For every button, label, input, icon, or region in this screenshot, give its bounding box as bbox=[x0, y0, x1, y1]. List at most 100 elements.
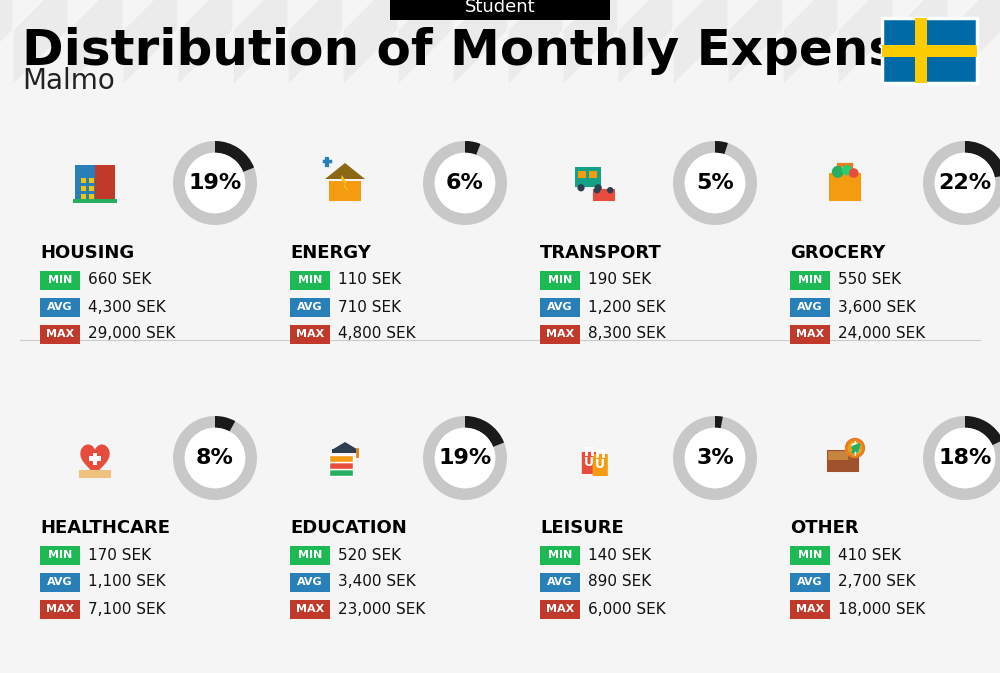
Wedge shape bbox=[715, 141, 728, 154]
FancyBboxPatch shape bbox=[790, 573, 830, 592]
Circle shape bbox=[185, 153, 245, 213]
Text: 4,800 SEK: 4,800 SEK bbox=[338, 326, 416, 341]
Bar bbox=[915, 18, 927, 83]
Text: 170 SEK: 170 SEK bbox=[88, 548, 151, 563]
FancyBboxPatch shape bbox=[828, 451, 848, 460]
Circle shape bbox=[577, 184, 585, 191]
Circle shape bbox=[685, 153, 745, 213]
Text: MAX: MAX bbox=[546, 329, 574, 339]
Text: AVG: AVG bbox=[797, 577, 823, 587]
FancyBboxPatch shape bbox=[329, 462, 353, 469]
Circle shape bbox=[185, 153, 245, 213]
Text: 4,300 SEK: 4,300 SEK bbox=[88, 299, 166, 314]
Wedge shape bbox=[465, 416, 504, 447]
Text: 23,000 SEK: 23,000 SEK bbox=[338, 602, 425, 616]
Text: Distribution of Monthly Expenses: Distribution of Monthly Expenses bbox=[22, 27, 962, 75]
FancyBboxPatch shape bbox=[790, 324, 830, 343]
Text: TRANSPORT: TRANSPORT bbox=[540, 244, 662, 262]
Circle shape bbox=[185, 428, 245, 488]
FancyBboxPatch shape bbox=[790, 600, 830, 618]
Text: Student: Student bbox=[465, 0, 535, 17]
Wedge shape bbox=[715, 416, 723, 428]
Bar bbox=[329, 181, 361, 201]
Wedge shape bbox=[673, 141, 757, 225]
FancyBboxPatch shape bbox=[290, 600, 330, 618]
Text: MIN: MIN bbox=[798, 550, 822, 560]
Circle shape bbox=[685, 428, 745, 488]
Text: MIN: MIN bbox=[48, 550, 72, 560]
FancyBboxPatch shape bbox=[582, 452, 597, 474]
FancyBboxPatch shape bbox=[290, 546, 330, 565]
Text: LEISURE: LEISURE bbox=[540, 519, 624, 537]
FancyBboxPatch shape bbox=[290, 573, 330, 592]
Bar bbox=[89, 186, 94, 191]
Bar bbox=[81, 194, 86, 199]
Text: 520 SEK: 520 SEK bbox=[338, 548, 401, 563]
Circle shape bbox=[594, 187, 600, 193]
Bar bbox=[89, 194, 94, 199]
Text: MAX: MAX bbox=[546, 604, 574, 614]
Text: MAX: MAX bbox=[796, 329, 824, 339]
Text: MIN: MIN bbox=[298, 550, 322, 560]
Text: AVG: AVG bbox=[47, 577, 73, 587]
Bar bbox=[89, 178, 94, 183]
Text: MAX: MAX bbox=[296, 604, 324, 614]
Bar bbox=[95, 165, 115, 201]
Text: MIN: MIN bbox=[798, 275, 822, 285]
FancyBboxPatch shape bbox=[329, 455, 353, 462]
FancyBboxPatch shape bbox=[593, 189, 615, 201]
Text: 890 SEK: 890 SEK bbox=[588, 575, 651, 590]
Text: 8%: 8% bbox=[196, 448, 234, 468]
Text: AVG: AVG bbox=[47, 302, 73, 312]
Text: MIN: MIN bbox=[48, 275, 72, 285]
FancyBboxPatch shape bbox=[575, 167, 601, 187]
Circle shape bbox=[849, 168, 859, 178]
Text: 2,700 SEK: 2,700 SEK bbox=[838, 575, 916, 590]
Text: $: $ bbox=[850, 441, 860, 456]
FancyBboxPatch shape bbox=[540, 600, 580, 618]
Text: 18,000 SEK: 18,000 SEK bbox=[838, 602, 925, 616]
Text: MIN: MIN bbox=[298, 275, 322, 285]
Bar bbox=[332, 449, 358, 453]
Text: AVG: AVG bbox=[297, 302, 323, 312]
Bar bbox=[589, 171, 597, 178]
Text: 1,100 SEK: 1,100 SEK bbox=[88, 575, 166, 590]
Text: EDUCATION: EDUCATION bbox=[290, 519, 407, 537]
Text: 190 SEK: 190 SEK bbox=[588, 273, 651, 287]
Text: MAX: MAX bbox=[46, 604, 74, 614]
Circle shape bbox=[435, 428, 495, 488]
Polygon shape bbox=[325, 163, 365, 179]
Text: 18%: 18% bbox=[938, 448, 992, 468]
Bar bbox=[81, 178, 86, 183]
FancyBboxPatch shape bbox=[290, 271, 330, 289]
Circle shape bbox=[935, 428, 995, 488]
FancyBboxPatch shape bbox=[290, 297, 330, 316]
FancyBboxPatch shape bbox=[790, 297, 830, 316]
Text: 6,000 SEK: 6,000 SEK bbox=[588, 602, 666, 616]
Text: 3%: 3% bbox=[696, 448, 734, 468]
Text: 24,000 SEK: 24,000 SEK bbox=[838, 326, 925, 341]
FancyBboxPatch shape bbox=[40, 297, 80, 316]
Circle shape bbox=[846, 439, 864, 457]
Circle shape bbox=[435, 428, 495, 488]
Wedge shape bbox=[673, 416, 757, 500]
FancyBboxPatch shape bbox=[40, 546, 80, 565]
Circle shape bbox=[185, 428, 245, 488]
Polygon shape bbox=[341, 175, 349, 193]
FancyBboxPatch shape bbox=[593, 454, 608, 476]
FancyBboxPatch shape bbox=[329, 469, 353, 476]
Text: 660 SEK: 660 SEK bbox=[88, 273, 151, 287]
Text: U: U bbox=[595, 458, 605, 471]
Circle shape bbox=[842, 165, 852, 176]
Wedge shape bbox=[215, 416, 235, 431]
Circle shape bbox=[832, 166, 844, 178]
Circle shape bbox=[435, 153, 495, 213]
Text: 550 SEK: 550 SEK bbox=[838, 273, 901, 287]
Text: 3,600 SEK: 3,600 SEK bbox=[838, 299, 916, 314]
FancyBboxPatch shape bbox=[540, 324, 580, 343]
Circle shape bbox=[595, 184, 602, 191]
Text: Malmo: Malmo bbox=[22, 67, 115, 95]
FancyBboxPatch shape bbox=[40, 324, 80, 343]
Text: AVG: AVG bbox=[547, 577, 573, 587]
Bar bbox=[89, 456, 101, 461]
